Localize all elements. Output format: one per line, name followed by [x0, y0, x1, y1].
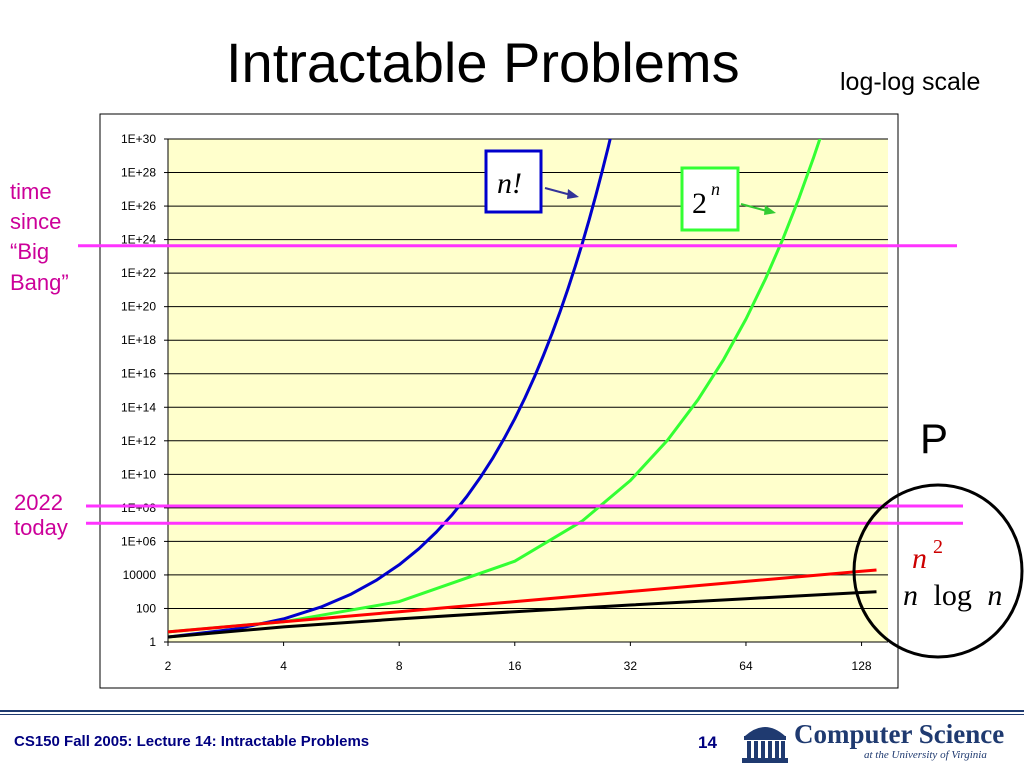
y-tick-label: 1E+06 — [121, 534, 156, 548]
x-tick-label: 128 — [852, 659, 872, 673]
y-tick-label: 1E+28 — [121, 166, 156, 180]
logo-sub-text: at the University of Virginia — [864, 749, 987, 761]
y-tick-label: 10000 — [123, 568, 157, 582]
logo-wordmark: Computer Science at the University of Vi… — [794, 720, 1004, 762]
n-factorial-callout-box — [484, 149, 543, 214]
y-tick-label: 1E+24 — [121, 233, 156, 247]
n-factorial-arrowhead — [567, 189, 579, 199]
y-tick-label: 1E+22 — [121, 266, 156, 280]
y-tick-label: 1 — [149, 635, 156, 649]
y-tick-label: 1E+08 — [121, 501, 156, 515]
series-line-n- — [168, 139, 612, 639]
big-bang-label-line3: “Big — [10, 239, 49, 264]
page-number: 14 — [698, 733, 717, 752]
n-factorial-label: n! — [497, 167, 522, 200]
n-log-n-n1: n — [903, 579, 918, 612]
n-factorial-arrow — [544, 187, 572, 196]
y-tick-label: 1E+12 — [121, 434, 156, 448]
n-log-n-n2: n — [987, 579, 1002, 612]
n-log-n-log: log — [934, 579, 972, 612]
p-class-circle — [852, 483, 1024, 659]
big-bang-label-line2: since — [10, 209, 61, 234]
y-tick-label: 1E+26 — [121, 199, 156, 213]
y-tick-label: 1E+10 — [121, 467, 156, 481]
x-tick-label: 2 — [165, 659, 172, 673]
n-log-n-label: n log n — [903, 579, 1002, 612]
x-tick-label: 16 — [508, 659, 522, 673]
slide-title: Intractable Problems — [226, 31, 740, 94]
two-n-base: 2 — [692, 187, 707, 220]
two-n-arrow — [740, 203, 768, 212]
y-tick-label: 1E+30 — [121, 132, 156, 146]
two-n-callout-box — [680, 166, 740, 232]
n-squared-base: n — [912, 542, 927, 575]
big-bang-label-line4: Bang” — [10, 270, 69, 295]
y-tick-label: 1E+20 — [121, 300, 156, 314]
footer-text: CS150 Fall 2005: Lecture 14: Intractable… — [14, 733, 370, 750]
today-label: today — [14, 515, 68, 540]
logo-main-text: Computer Science — [794, 719, 1005, 749]
series-line-n-2 — [168, 568, 877, 634]
rotunda-logo-icon — [742, 727, 788, 763]
y-tick-label: 100 — [136, 601, 156, 615]
big-bang-label-line1: time — [10, 179, 52, 204]
x-tick-label: 4 — [280, 659, 287, 673]
year-2022-label: 2022 — [14, 490, 63, 515]
series-line-2-n — [168, 139, 822, 634]
x-tick-label: 32 — [624, 659, 638, 673]
series-line-n-log-n — [168, 590, 877, 639]
y-tick-label: 1E+14 — [121, 400, 156, 414]
n-squared-exponent: 2 — [933, 536, 943, 558]
x-tick-label: 64 — [739, 659, 753, 673]
y-tick-label: 1E+18 — [121, 333, 156, 347]
footer-rule-thin — [0, 714, 1024, 715]
scale-note: log-log scale — [840, 68, 981, 96]
x-tick-label: 8 — [396, 659, 403, 673]
two-n-arrowhead — [764, 205, 776, 215]
y-tick-label: 1E+16 — [121, 367, 156, 381]
p-class-label: P — [920, 415, 948, 462]
two-n-exponent: n — [711, 179, 720, 199]
footer-rule — [0, 710, 1024, 712]
